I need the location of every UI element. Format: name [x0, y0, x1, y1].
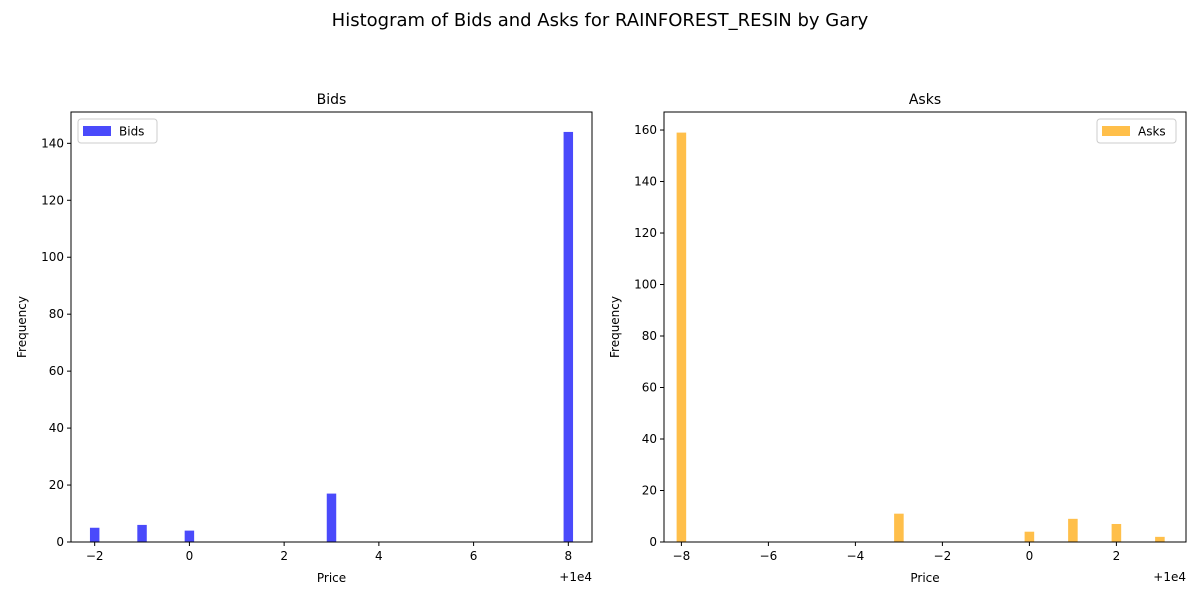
- x-tick-label: 4: [375, 549, 383, 563]
- y-tick-label: 20: [642, 484, 657, 498]
- y-tick-label: 0: [649, 535, 657, 549]
- histogram-bar: [1024, 531, 1035, 542]
- y-tick-label: 160: [634, 123, 657, 137]
- histogram-bar: [894, 513, 904, 542]
- y-tick-label: 120: [41, 193, 64, 207]
- x-tick-label: 0: [1026, 549, 1034, 563]
- y-tick-label: 80: [49, 307, 64, 321]
- x-tick-label: 8: [564, 549, 572, 563]
- legend-swatch: [1102, 126, 1130, 136]
- y-axis-label: Frequency: [15, 296, 29, 358]
- x-offset-label: +1e4: [559, 570, 592, 584]
- histogram-bar: [676, 132, 687, 542]
- x-tick-label: −6: [760, 549, 778, 563]
- histogram-bar: [137, 524, 147, 542]
- x-axis-label: Price: [317, 571, 346, 585]
- histogram-bar: [1068, 518, 1078, 542]
- x-tick-label: 0: [186, 549, 194, 563]
- legend-label: Asks: [1138, 125, 1166, 139]
- y-tick-label: 60: [49, 364, 64, 378]
- y-tick-label: 120: [634, 226, 657, 240]
- y-tick-label: 80: [642, 329, 657, 343]
- x-tick-label: −4: [847, 549, 865, 563]
- histogram-bar: [89, 527, 100, 542]
- y-tick-label: 40: [642, 432, 657, 446]
- legend-box: [1096, 118, 1177, 144]
- axes-frame: [70, 111, 593, 543]
- x-offset-label: +1e4: [1153, 570, 1186, 584]
- x-axis-label: Price: [910, 571, 939, 585]
- x-tick-label: −2: [934, 549, 952, 563]
- y-tick-label: 140: [634, 175, 657, 189]
- x-tick-label: −8: [673, 549, 691, 563]
- y-tick-label: 0: [56, 535, 64, 549]
- y-tick-label: 60: [642, 381, 657, 395]
- y-tick-label: 20: [49, 478, 64, 492]
- axes-title: Asks: [909, 92, 941, 108]
- axes-title: Bids: [317, 92, 347, 108]
- x-tick-label: 6: [470, 549, 478, 563]
- legend: Asks: [1096, 118, 1177, 144]
- legend-box: [77, 118, 158, 144]
- x-tick-label: −2: [86, 549, 104, 563]
- histogram-bar: [184, 530, 195, 542]
- histogram-bar: [1111, 523, 1122, 542]
- histogram-bar: [326, 493, 337, 542]
- legend-swatch: [83, 126, 111, 136]
- x-tick-label: 2: [1113, 549, 1121, 563]
- histogram-bar: [563, 131, 574, 542]
- y-axis-label: Frequency: [608, 296, 622, 358]
- histogram-bar: [1155, 536, 1165, 542]
- axes-frame: [663, 111, 1187, 543]
- bids-histogram: −2 0 2 4 6 8020406080100120140+1e4BidsPriceFr…: [15, 92, 593, 585]
- figure-title: Histogram of Bids and Asks for RAINFORES…: [332, 10, 869, 31]
- asks-histogram: −8 −6 −4 −2 0 2020406080100120140160+1e4AsksP…: [608, 92, 1187, 585]
- y-tick-label: 140: [41, 136, 64, 150]
- x-tick-label: 2: [280, 549, 288, 563]
- legend-label: Bids: [119, 125, 144, 139]
- y-tick-label: 100: [41, 250, 64, 264]
- legend: Bids: [77, 118, 158, 144]
- y-tick-label: 40: [49, 421, 64, 435]
- y-tick-label: 100: [634, 278, 657, 292]
